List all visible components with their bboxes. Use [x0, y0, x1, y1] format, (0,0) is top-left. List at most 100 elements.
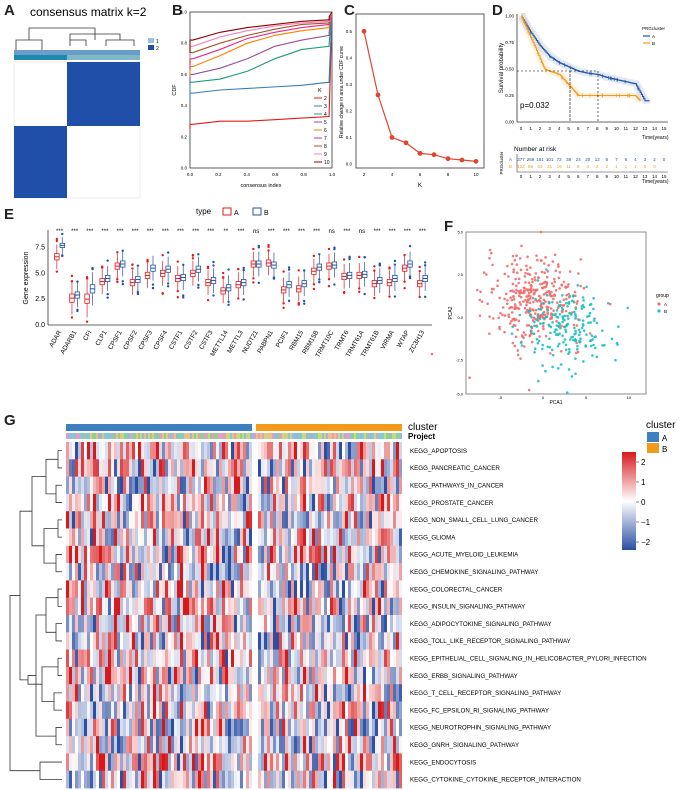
heatmap-cell [360, 476, 363, 495]
pathway-row-label: KEGG_ERBB_SIGNALING_PATHWAY [410, 673, 518, 680]
heatmap-cell [276, 615, 279, 633]
point-group-B [576, 344, 579, 348]
heatmap-cell [66, 493, 69, 512]
heatmap-cell [345, 563, 348, 581]
heatmap-cell [264, 718, 267, 737]
heatmap-cell [129, 545, 132, 564]
project-annotation-cell [152, 433, 154, 439]
heatmap-cell [147, 753, 150, 772]
heatmap-cell [330, 649, 333, 668]
heatmap-cell [303, 736, 306, 754]
heatmap-cell [123, 528, 126, 547]
point-group-B [564, 301, 568, 305]
heatmap-cell [396, 701, 399, 720]
heatmap-cell [111, 563, 114, 581]
gene-label: VIRMA [380, 329, 397, 351]
heatmap-cell [105, 476, 108, 495]
heatmap-cell [117, 442, 120, 460]
point-group-A [539, 259, 543, 262]
heatmap-cell [264, 459, 267, 477]
panel-d-ytick: 1.00 [505, 14, 514, 19]
heatmap-cell [138, 684, 141, 702]
heatmap-cell [174, 476, 177, 495]
heatmap-cell [177, 442, 180, 460]
risk-count-A: 269 [527, 157, 535, 162]
heatmap-cell [306, 615, 309, 633]
heatmap-cell [117, 493, 120, 512]
heatmap-cell [177, 580, 180, 599]
heatmap-cell [273, 563, 276, 581]
heatmap-cell [147, 459, 150, 477]
heatmap-cell [165, 684, 168, 702]
heatmap-cell [165, 718, 168, 737]
heatmap-cell [378, 615, 381, 633]
heatmap-cell [315, 615, 318, 633]
heatmap-cell [309, 528, 312, 547]
project-annotation-cell [338, 433, 340, 439]
point-group-A [499, 311, 502, 315]
heatmap-cell [375, 684, 378, 702]
heatmap-cell [207, 718, 210, 737]
heatmap-cell [234, 597, 237, 616]
heatmap-cell [90, 442, 93, 460]
point-group-B [567, 368, 571, 371]
point-group-B [553, 330, 556, 334]
heatmap-cell [363, 684, 366, 702]
heatmap-cell [81, 597, 84, 616]
heatmap-cell [357, 666, 360, 685]
heatmap-cell [138, 442, 141, 460]
point-group-B [541, 364, 544, 367]
heatmap-cell [180, 563, 183, 581]
heatmap-cell [99, 718, 102, 737]
heatmap-cell [192, 718, 195, 737]
heatmap-cell [90, 684, 93, 702]
heatmap-cell [129, 632, 132, 650]
point-group-A [497, 316, 501, 320]
pathway-row-label: KEGG_NON_SMALL_CELL_LUNG_CANCER [410, 517, 538, 524]
heatmap-cell [192, 528, 195, 547]
heatmap-cell [102, 632, 105, 650]
point-group-A [530, 277, 534, 281]
heatmap-cell [378, 597, 381, 616]
heatmap-cell [294, 753, 297, 772]
heatmap-cell [357, 511, 360, 529]
heatmap-cell [66, 459, 69, 477]
heatmap-cell [300, 528, 303, 547]
heatmap-cell [123, 649, 126, 668]
project-annotation-cell [100, 433, 102, 439]
heatmap-cell [198, 615, 201, 633]
heatmap-cell [375, 442, 378, 460]
panel-b-ytick: 0.8 [181, 41, 188, 46]
project-annotation-cell [124, 433, 126, 439]
heatmap-cell [324, 511, 327, 529]
heatmap-cell [201, 580, 204, 599]
heatmap-cell [378, 649, 381, 668]
heatmap-cell [396, 666, 399, 685]
heatmap-cell [135, 753, 138, 772]
heatmap-cell [81, 684, 84, 702]
heatmap-cell [264, 701, 267, 720]
heatmap-cell [111, 511, 114, 529]
significance-label: ** [224, 229, 229, 235]
heatmap-cell [150, 476, 153, 495]
heatmap-cell [195, 632, 198, 650]
point-group-B [554, 333, 558, 336]
heatmap-cell [207, 615, 210, 633]
project-annotation-cell [262, 433, 264, 439]
heatmap-cell [177, 753, 180, 772]
legend-label-k5: 5 [324, 120, 327, 126]
heatmap-cell [210, 597, 213, 616]
heatmap-cell [270, 580, 273, 599]
heatmap-cell [294, 615, 297, 633]
heatmap-cell [291, 701, 294, 720]
point-group-B [564, 343, 568, 347]
point-group-A [513, 307, 517, 310]
heatmap-cell [363, 736, 366, 754]
heatmap-cell [90, 459, 93, 477]
heatmap-cell [306, 632, 309, 650]
heatmap-cell [90, 493, 93, 512]
project-annotation-cell [226, 433, 228, 439]
box-outlier-A [373, 296, 376, 300]
heatmap-cell [114, 770, 117, 789]
heatmap-cell [198, 597, 201, 616]
